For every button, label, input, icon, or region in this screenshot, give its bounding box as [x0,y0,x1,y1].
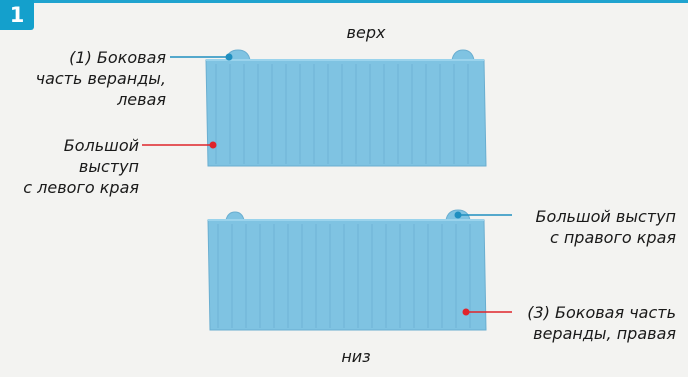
veranda-side-panel-left [205,49,487,167]
leader-left-side [170,53,233,61]
leader-big-right [454,211,512,219]
header-rule [0,0,688,3]
label-left-side-panel: (1) Боковая часть веранды, левая [35,48,166,109]
label-big-left-tab: Большой выступ с левого края [23,136,139,197]
leader-right-side [462,308,512,316]
label-right-side-panel: (3) Боковая часть веранды, правая [527,303,676,343]
step-number-badge: 1 [0,0,34,30]
label-bottom: низ [341,347,371,366]
label-big-right-tab: Большой выступ с правого края [535,207,676,247]
label-top: верх [346,23,386,42]
veranda-side-panel-right [207,209,487,331]
leader-big-left [142,141,217,149]
